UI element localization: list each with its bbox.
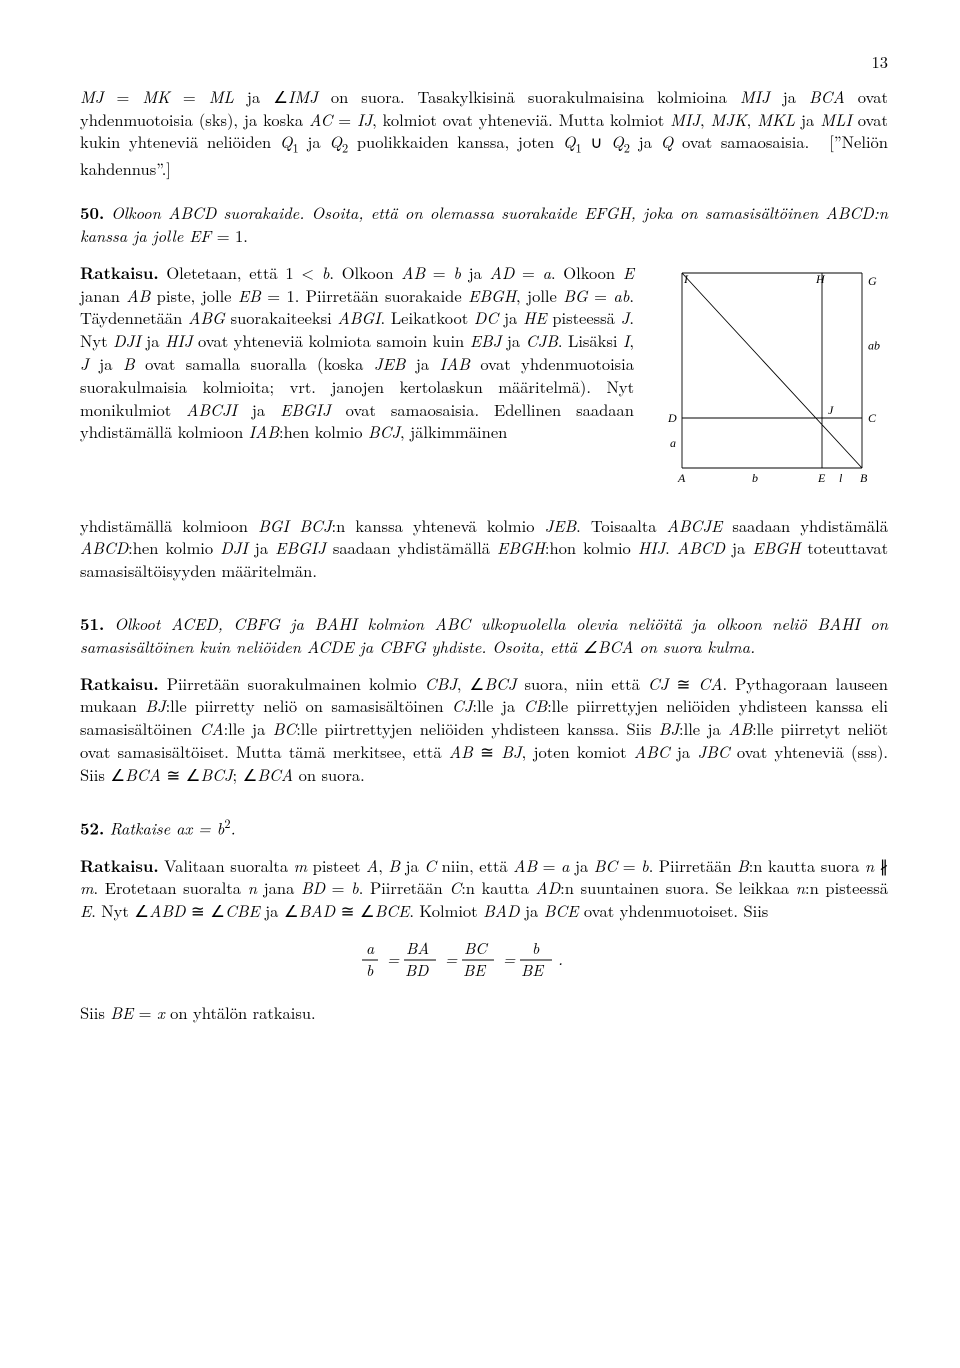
figure-50-svg: IHGabJDCaAbElB (652, 263, 888, 505)
svg-text:C: C (868, 411, 877, 425)
solution-label-51: Ratkaisu. (80, 671, 159, 695)
problem-50-solution-tail: yhdistämällä kolmioon BGI BCJ:n kanssa y… (80, 514, 888, 582)
problem-51-solution: Ratkaisu. Piirretään suorakulmainen kolm… (80, 672, 888, 786)
problem-52-statement: 52. Ratkaise ax = b2. (80, 815, 888, 839)
svg-text:.: . (558, 947, 563, 970)
problem-52-label: 52. (80, 816, 104, 840)
svg-text:BD: BD (405, 958, 429, 981)
solution-label-52: Ratkaisu. (80, 853, 159, 877)
intro-para: MJ = MK = ML ja ∠IMJ on suora. Tasakylki… (80, 85, 888, 180)
problem-50-statement: 50. Olkoon ABCD suorakaide. Osoita, että… (80, 201, 888, 247)
problem-51-label: 51. (80, 611, 104, 635)
problem-51-statement: 51. Olkoot ACED, CBFG ja BAHI kolmion AB… (80, 612, 888, 658)
svg-text:=: = (503, 947, 516, 970)
solution-label-50: Ratkaisu. (80, 260, 159, 284)
svg-text:=: = (387, 947, 400, 970)
svg-text:l: l (839, 471, 843, 485)
svg-text:a: a (366, 936, 375, 959)
svg-text:B: B (860, 471, 868, 485)
svg-text:D: D (667, 411, 677, 425)
page-number: 13 (80, 50, 888, 73)
equation-52: a b = BA BD = BC BE = b BE . (80, 936, 888, 987)
figure-50: IHGabJDCaAbElB (652, 263, 888, 510)
svg-text:b: b (532, 936, 540, 959)
svg-text:E: E (817, 471, 826, 485)
problem-52-solution: Ratkaisu. Valitaan suoralta m pisteet A,… (80, 854, 888, 922)
problem-52-solution-tail: Siis BE = x on yhtälön ratkaisu. (80, 1001, 888, 1024)
svg-text:b: b (752, 471, 758, 485)
svg-text:G: G (868, 274, 877, 288)
svg-text:a: a (670, 436, 676, 450)
svg-text:=: = (445, 947, 458, 970)
svg-text:ab: ab (868, 338, 880, 352)
problem-50-label: 50. (80, 200, 104, 224)
svg-text:H: H (815, 272, 826, 286)
svg-text:J: J (828, 403, 834, 417)
svg-text:BA: BA (406, 936, 429, 959)
svg-text:BE: BE (463, 958, 486, 981)
svg-text:BC: BC (464, 936, 488, 959)
svg-text:A: A (677, 471, 686, 485)
svg-text:b: b (366, 958, 374, 981)
svg-text:BE: BE (521, 958, 544, 981)
